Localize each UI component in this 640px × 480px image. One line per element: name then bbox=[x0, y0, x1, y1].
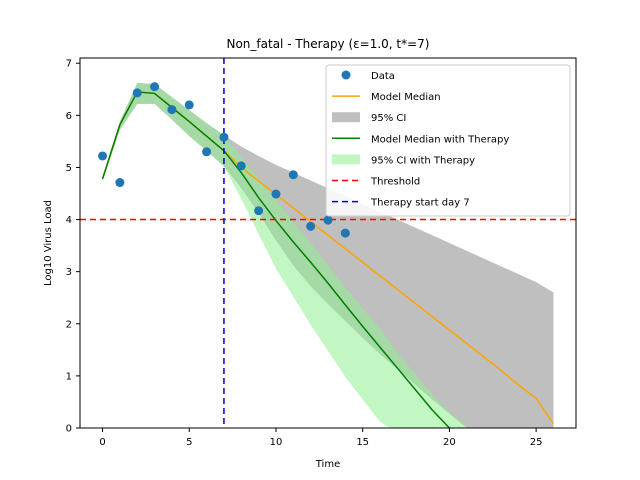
data-point bbox=[219, 132, 229, 142]
data-point bbox=[323, 215, 333, 225]
plot-area bbox=[80, 58, 576, 428]
data-point bbox=[167, 105, 177, 115]
legend-therapy-ci-label: 95% CI with Therapy bbox=[371, 155, 475, 166]
y-axis-label: Log10 Virus Load bbox=[43, 200, 54, 286]
x-tick-label: 25 bbox=[530, 437, 543, 448]
legend-therapy-median-label: Model Median with Therapy bbox=[371, 134, 509, 145]
data-point bbox=[236, 161, 246, 171]
legend-data-label: Data bbox=[371, 71, 395, 82]
y-tick-label: 5 bbox=[66, 163, 72, 174]
legend-data-marker bbox=[341, 70, 351, 80]
legend-ci-95-label: 95% CI bbox=[371, 113, 406, 124]
x-tick-label: 10 bbox=[270, 437, 283, 448]
y-tick-label: 7 bbox=[66, 59, 72, 70]
legend-therapy-ci-patch bbox=[332, 154, 360, 165]
data-point bbox=[132, 88, 142, 98]
data-point bbox=[150, 82, 160, 92]
data-point bbox=[202, 147, 212, 157]
ci-95-band bbox=[102, 83, 554, 428]
legend-model-median-label: Model Median bbox=[371, 92, 441, 103]
y-tick-label: 0 bbox=[66, 424, 72, 435]
data-point bbox=[340, 228, 350, 238]
plot-frame bbox=[79, 57, 577, 429]
y-tick-label: 1 bbox=[66, 371, 72, 382]
data-point bbox=[184, 100, 194, 110]
data-point bbox=[254, 206, 264, 216]
data-point bbox=[306, 221, 316, 231]
chart-title: Non_fatal - Therapy (ε=1.0, t*=7) bbox=[226, 37, 429, 51]
data-point bbox=[115, 178, 125, 188]
data-point bbox=[271, 189, 281, 199]
data-point bbox=[98, 151, 108, 161]
x-tick-label: 0 bbox=[99, 437, 105, 448]
legend-box bbox=[325, 64, 571, 217]
x-tick-label: 5 bbox=[186, 437, 192, 448]
data-point bbox=[288, 170, 298, 180]
y-tick-label: 3 bbox=[66, 267, 72, 278]
legend-threshold-label: Threshold bbox=[370, 177, 420, 188]
x-axis: 0 5 10 15 20 25 bbox=[99, 428, 542, 448]
y-tick-label: 6 bbox=[66, 111, 72, 122]
x-axis-label: Time bbox=[315, 459, 340, 470]
x-tick-label: 15 bbox=[356, 437, 369, 448]
therapy-ci-band bbox=[102, 83, 470, 428]
y-tick-label: 2 bbox=[66, 319, 72, 330]
x-tick-label: 20 bbox=[443, 437, 456, 448]
y-tick-label: 4 bbox=[66, 215, 72, 226]
therapy-median-line bbox=[101, 91, 455, 428]
y-axis: 0 1 2 3 4 5 6 7 bbox=[66, 59, 80, 435]
legend-therapy-start-label: Therapy start day 7 bbox=[370, 198, 470, 209]
legend-ci-95-patch bbox=[332, 112, 360, 123]
legend: Data Model Median 95% CI Model Median with … bbox=[325, 64, 571, 217]
